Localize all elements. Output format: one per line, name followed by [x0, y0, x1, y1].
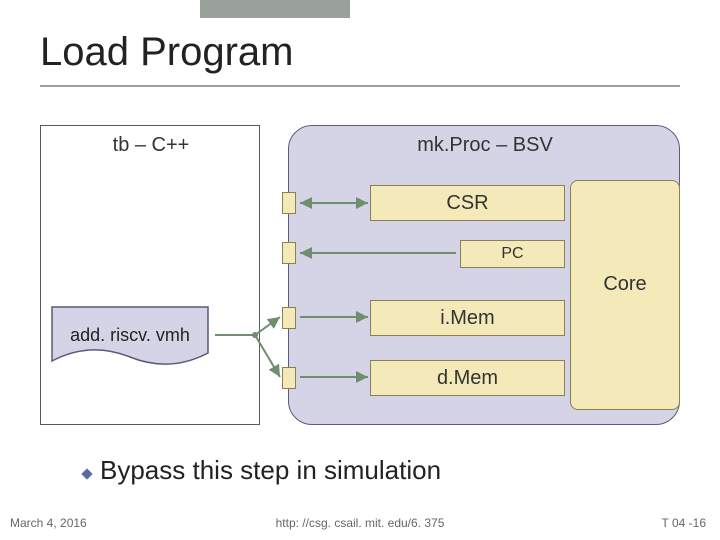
diagram: tb – C++ add. riscv. vmh mk.Proc – BSV C… — [40, 125, 680, 445]
pc-box: PC — [460, 240, 565, 268]
bullet-line: Bypass this step in simulation — [80, 455, 441, 488]
title-underline — [40, 85, 680, 87]
tb-label: tb – C++ — [41, 134, 261, 157]
diamond-bullet-icon — [80, 457, 94, 488]
port-dmem — [282, 367, 296, 389]
bsv-label: mk.Proc – BSV — [289, 134, 681, 157]
footer-url: http: //csg. csail. mit. edu/6. 375 — [0, 516, 720, 530]
port-imem — [282, 307, 296, 329]
dmem-box: d.Mem — [370, 360, 565, 396]
imem-box: i.Mem — [370, 300, 565, 336]
vmh-file: add. riscv. vmh — [50, 305, 210, 371]
tb-box: tb – C++ — [40, 125, 260, 425]
port-pc — [282, 242, 296, 264]
core-label: Core — [574, 273, 676, 296]
accent-bar — [200, 0, 350, 18]
csr-box: CSR — [370, 185, 565, 221]
slide: Load Program tb – C++ add. riscv. vmh mk… — [0, 0, 720, 540]
port-csr — [282, 192, 296, 214]
vmh-label: add. riscv. vmh — [50, 325, 210, 346]
footer-page: T 04 -16 — [662, 516, 706, 530]
bullet-text: Bypass this step in simulation — [100, 455, 441, 485]
slide-title: Load Program — [40, 30, 293, 75]
